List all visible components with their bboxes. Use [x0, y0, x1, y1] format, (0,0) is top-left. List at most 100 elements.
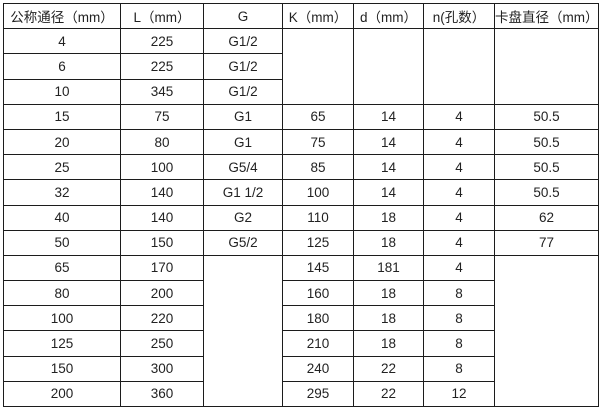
table-row: 40 140 G2 110 18 4 62 [3, 204, 599, 231]
header-nominal-diameter: 公称通径（mm） [3, 2, 121, 30]
empty-cell [423, 28, 495, 105]
cell: 80 [3, 280, 121, 307]
cell: 50.5 [494, 128, 599, 156]
header-G: G [203, 2, 283, 30]
cell: 140 [120, 204, 204, 231]
cell: 125 [282, 229, 354, 256]
cell: 295 [282, 380, 354, 408]
pipe-spec-table: 公称通径（mm） L（mm） G K（mm） d（mm） n(孔数） 卡盘直径（… [3, 2, 599, 408]
cell: 14 [353, 154, 424, 181]
table-row: 80 200 160 18 8 [3, 280, 599, 307]
cell: 22 [353, 380, 424, 408]
header-n-holes: n(孔数） [423, 2, 495, 30]
cell: 300 [120, 355, 204, 382]
cell: 75 [282, 128, 354, 156]
empty-cell [353, 28, 424, 105]
cell: 225 [120, 28, 204, 55]
cell: 8 [423, 330, 495, 357]
table-row: 4 225 G1/2 [3, 28, 599, 105]
cell: G1 [203, 128, 283, 156]
cell: 8 [423, 280, 495, 307]
cell: 65 [3, 254, 121, 282]
cell: 100 [3, 305, 121, 332]
cell: 20 [3, 128, 121, 156]
cell: 18 [353, 330, 424, 357]
cell: 50.5 [494, 179, 599, 206]
cell: 65 [282, 103, 354, 130]
cell: 180 [282, 305, 354, 332]
cell: 100 [120, 154, 204, 181]
cell: G1 [203, 103, 283, 130]
cell: 14 [353, 128, 424, 156]
cell: 100 [282, 179, 354, 206]
cell: 12 [423, 380, 495, 408]
table-row: 150 300 240 22 8 [3, 355, 599, 382]
cell: 62 [494, 204, 599, 231]
cell: 4 [423, 128, 495, 156]
cell: 22 [353, 355, 424, 382]
cell: 10 [3, 78, 121, 105]
cell: 4 [423, 229, 495, 256]
cell: 145 [282, 254, 354, 282]
cell: 18 [353, 280, 424, 307]
cell: 50 [3, 229, 121, 256]
cell: G5/2 [203, 229, 283, 256]
cell: 220 [120, 305, 204, 332]
cell: 8 [423, 355, 495, 382]
cell: G1/2 [203, 53, 283, 80]
table-row: 20 80 G1 75 14 4 50.5 [3, 128, 599, 156]
cell: 200 [3, 380, 121, 408]
table-row: 50 150 G5/2 125 18 4 77 [3, 229, 599, 256]
cell: 200 [120, 280, 204, 307]
cell: 150 [120, 229, 204, 256]
cell: 8 [423, 305, 495, 332]
cell: 25 [3, 154, 121, 181]
header-row: 公称通径（mm） L（mm） G K（mm） d（mm） n(孔数） 卡盘直径（… [3, 2, 599, 30]
cell: 75 [120, 103, 204, 130]
header-chuck-diameter: 卡盘直径（mm） [494, 2, 599, 30]
cell: 210 [282, 330, 354, 357]
cell: 4 [423, 204, 495, 231]
cell: G1/2 [203, 78, 283, 105]
cell: 18 [353, 204, 424, 231]
cell: 4 [423, 179, 495, 206]
table-row: 125 250 210 18 8 [3, 330, 599, 357]
cell: 14 [353, 179, 424, 206]
cell: 160 [282, 280, 354, 307]
cell: 18 [353, 305, 424, 332]
cell: 4 [423, 254, 495, 282]
cell: 14 [353, 103, 424, 130]
header-d: d（mm） [353, 2, 424, 30]
empty-cell [203, 254, 283, 408]
cell: 50.5 [494, 154, 599, 181]
cell: 6 [3, 53, 121, 80]
cell: G1/2 [203, 28, 283, 55]
cell: G2 [203, 204, 283, 231]
empty-cell [494, 254, 599, 408]
cell: 40 [3, 204, 121, 231]
cell: 360 [120, 380, 204, 408]
cell: 85 [282, 154, 354, 181]
cell: 15 [3, 103, 121, 130]
table-row: 25 100 G5/4 85 14 4 50.5 [3, 154, 599, 181]
cell: 150 [3, 355, 121, 382]
cell: 181 [353, 254, 424, 282]
cell: 50.5 [494, 103, 599, 130]
cell: G1 1/2 [203, 179, 283, 206]
cell: 80 [120, 128, 204, 156]
cell: 110 [282, 204, 354, 231]
table-row: 6 225 G1/2 [3, 53, 599, 80]
table-row: 65 170 145 181 4 [3, 254, 599, 408]
header-L: L（mm） [120, 2, 204, 30]
cell: 18 [353, 229, 424, 256]
table-row: 15 75 G1 65 14 4 50.5 [3, 103, 599, 130]
table-row: 200 360 295 22 12 [3, 380, 599, 408]
cell: 125 [3, 330, 121, 357]
cell: G5/4 [203, 154, 283, 181]
cell: 345 [120, 78, 204, 105]
cell: 4 [3, 28, 121, 55]
table-row: 32 140 G1 1/2 100 14 4 50.5 [3, 179, 599, 206]
cell: 225 [120, 53, 204, 80]
cell: 140 [120, 179, 204, 206]
cell: 77 [494, 229, 599, 256]
